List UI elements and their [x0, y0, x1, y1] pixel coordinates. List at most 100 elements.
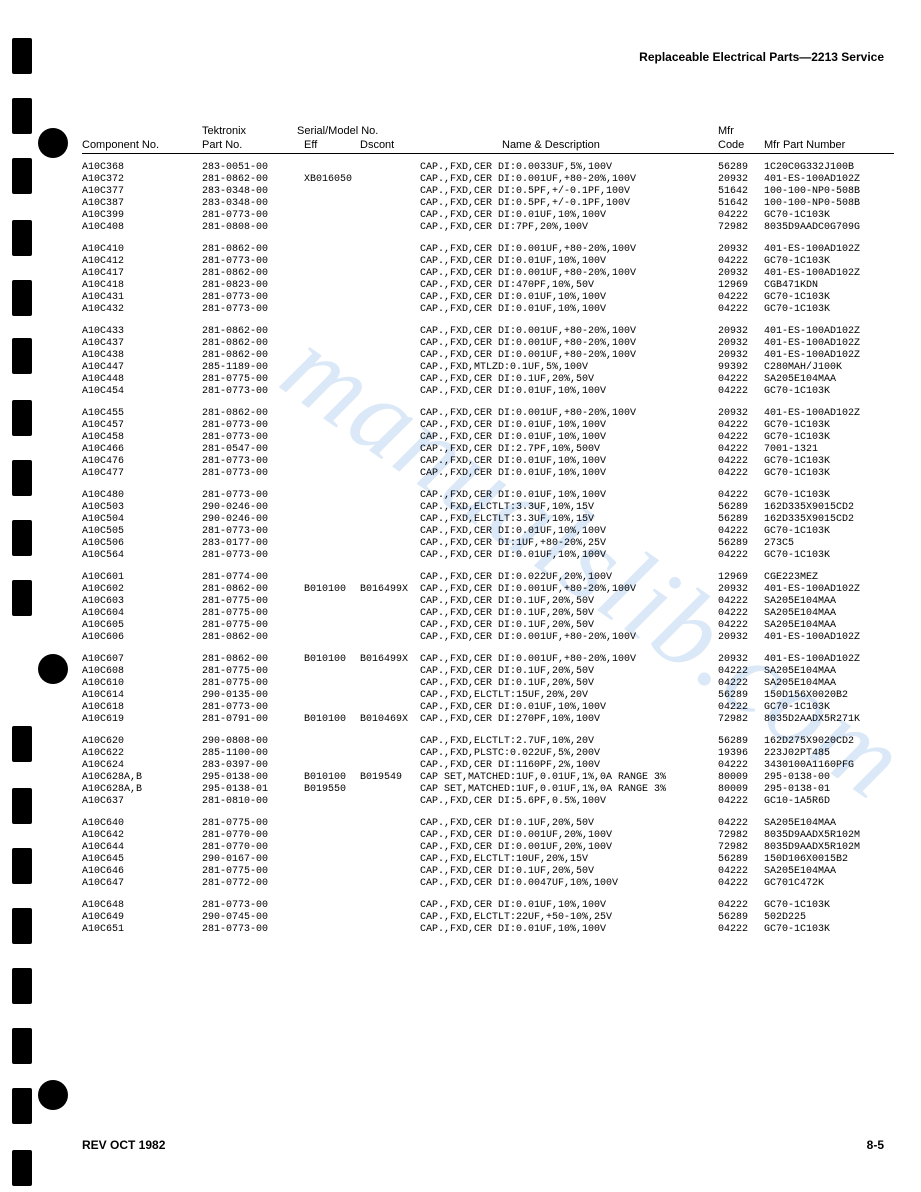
- binder-mark: [12, 400, 32, 436]
- cell-description: CAP SET,MATCHED:1UF,0.01UF,1%,0A RANGE 3…: [420, 784, 715, 796]
- cell-description: CAP.,FXD,CER DI:0.001UF,+80-20%,100V: [420, 174, 715, 186]
- cell-component: A10C399: [82, 210, 182, 222]
- cell-part-no: 281-0773-00: [202, 256, 302, 268]
- row-block: A10C455281-0862-00CAP.,FXD,CER DI:0.001U…: [82, 408, 894, 480]
- cell-mfr-code: 56289: [718, 162, 768, 174]
- row-block: A10C480281-0773-00CAP.,FXD,CER DI:0.01UF…: [82, 490, 894, 562]
- cell-mfr-part: 150D156X0020B2: [764, 690, 914, 702]
- cell-mfr-code: 04222: [718, 444, 768, 456]
- cell-mfr-part: 162D275X9020CD2: [764, 736, 914, 748]
- cell-mfr-part: 150D106X0015B2: [764, 854, 914, 866]
- table-row: A10C618281-0773-00CAP.,FXD,CER DI:0.01UF…: [82, 702, 894, 714]
- cell-mfr-part: GC701C472K: [764, 878, 914, 890]
- cell-part-no: 283-0348-00: [202, 198, 302, 210]
- cell-part-no: 281-0862-00: [202, 338, 302, 350]
- binder-mark: [12, 220, 32, 256]
- cell-component: A10C620: [82, 736, 182, 748]
- cell-mfr-code: 20932: [718, 408, 768, 420]
- cell-mfr-part: 295-0138-00: [764, 772, 914, 784]
- binder-mark: [12, 968, 32, 1004]
- table-row: A10C648281-0773-00CAP.,FXD,CER DI:0.01UF…: [82, 900, 894, 912]
- cell-component: A10C454: [82, 386, 182, 398]
- cell-component: A10C438: [82, 350, 182, 362]
- cell-description: CAP.,FXD,CER DI:0.01UF,10%,100V: [420, 702, 715, 714]
- cell-component: A10C640: [82, 818, 182, 830]
- table-row: A10C640281-0775-00CAP.,FXD,CER DI:0.1UF,…: [82, 818, 894, 830]
- cell-component: A10C431: [82, 292, 182, 304]
- cell-description: CAP.,FXD,CER DI:0.01UF,10%,100V: [420, 924, 715, 936]
- cell-mfr-part: 401-ES-100AD102Z: [764, 338, 914, 350]
- cell-part-no: 285-1100-00: [202, 748, 302, 760]
- cell-mfr-code: 56289: [718, 502, 768, 514]
- table-row: A10C412281-0773-00CAP.,FXD,CER DI:0.01UF…: [82, 256, 894, 268]
- cell-component: A10C418: [82, 280, 182, 292]
- cell-description: CAP.,FXD,CER DI:0.001UF,+80-20%,100V: [420, 654, 715, 666]
- cell-component: A10C602: [82, 584, 182, 596]
- cell-mfr-code: 72982: [718, 222, 768, 234]
- cell-mfr-code: 04222: [718, 924, 768, 936]
- cell-part-no: 281-0862-00: [202, 244, 302, 256]
- cell-component: A10C624: [82, 760, 182, 772]
- cell-mfr-part: C280MAH/J100K: [764, 362, 914, 374]
- cell-description: CAP.,FXD,CER DI:0.001UF,20%,100V: [420, 842, 715, 854]
- cell-part-no: 281-0773-00: [202, 468, 302, 480]
- binder-hole: [38, 128, 68, 158]
- cell-mfr-code: 20932: [718, 268, 768, 280]
- table-row: A10C646281-0775-00CAP.,FXD,CER DI:0.1UF,…: [82, 866, 894, 878]
- table-row: A10C637281-0810-00CAP.,FXD,CER DI:5.6PF,…: [82, 796, 894, 808]
- cell-mfr-code: 12969: [718, 572, 768, 584]
- binder-hole: [38, 1080, 68, 1110]
- cell-component: A10C648: [82, 900, 182, 912]
- cell-mfr-code: 72982: [718, 714, 768, 726]
- table-row: A10C431281-0773-00CAP.,FXD,CER DI:0.01UF…: [82, 292, 894, 304]
- cell-mfr-code: 56289: [718, 538, 768, 550]
- cell-mfr-code: 80009: [718, 784, 768, 796]
- cell-part-no: 290-0246-00: [202, 502, 302, 514]
- cell-mfr-code: 04222: [718, 866, 768, 878]
- cell-mfr-code: 04222: [718, 210, 768, 222]
- table-row: A10C438281-0862-00CAP.,FXD,CER DI:0.001U…: [82, 350, 894, 362]
- binder-hole: [38, 654, 68, 684]
- cell-mfr-part: 401-ES-100AD102Z: [764, 326, 914, 338]
- cell-mfr-code: 20932: [718, 584, 768, 596]
- table-row: A10C408281-0808-00CAP.,FXD,CER DI:7PF,20…: [82, 222, 894, 234]
- binder-mark: [12, 460, 32, 496]
- cell-mfr-part: GC70-1C103K: [764, 456, 914, 468]
- cell-component: A10C377: [82, 186, 182, 198]
- table-row: A10C476281-0773-00CAP.,FXD,CER DI:0.01UF…: [82, 456, 894, 468]
- cell-part-no: 281-0775-00: [202, 666, 302, 678]
- cell-description: CAP.,FXD,CER DI:0.1UF,20%,50V: [420, 608, 715, 620]
- cell-component: A10C622: [82, 748, 182, 760]
- row-block: A10C410281-0862-00CAP.,FXD,CER DI:0.001U…: [82, 244, 894, 316]
- table-row: A10C628A,B295-0138-01B019550CAP SET,MATC…: [82, 784, 894, 796]
- cell-component: A10C644: [82, 842, 182, 854]
- cell-part-no: 290-0135-00: [202, 690, 302, 702]
- cell-mfr-part: 401-ES-100AD102Z: [764, 584, 914, 596]
- cell-description: CAP.,FXD,CER DI:5.6PF,0.5%,100V: [420, 796, 715, 808]
- cell-mfr-part: 401-ES-100AD102Z: [764, 408, 914, 420]
- cell-mfr-part: 401-ES-100AD102Z: [764, 244, 914, 256]
- table-row: A10C417281-0862-00CAP.,FXD,CER DI:0.001U…: [82, 268, 894, 280]
- binder-mark: [12, 338, 32, 374]
- cell-mfr-part: GC10-1A5R6D: [764, 796, 914, 808]
- cell-description: CAP.,FXD,CER DI:0.01UF,10%,100V: [420, 256, 715, 268]
- cell-description: CAP.,FXD,ELCTLT:2.7UF,10%,20V: [420, 736, 715, 748]
- cell-mfr-code: 04222: [718, 620, 768, 632]
- cell-mfr-code: 51642: [718, 198, 768, 210]
- col-mfr-part: Mfr Part Number: [764, 139, 845, 151]
- cell-mfr-part: GC70-1C103K: [764, 900, 914, 912]
- cell-mfr-code: 20932: [718, 654, 768, 666]
- cell-part-no: 281-0774-00: [202, 572, 302, 584]
- table-row: A10C477281-0773-00CAP.,FXD,CER DI:0.01UF…: [82, 468, 894, 480]
- cell-description: CAP.,FXD,CER DI:0.01UF,10%,100V: [420, 468, 715, 480]
- cell-mfr-part: SA205E104MAA: [764, 866, 914, 878]
- cell-mfr-code: 12969: [718, 280, 768, 292]
- cell-mfr-part: GC70-1C103K: [764, 210, 914, 222]
- cell-component: A10C647: [82, 878, 182, 890]
- cell-description: CAP.,FXD,CER DI:0.1UF,20%,50V: [420, 666, 715, 678]
- cell-mfr-part: GC70-1C103K: [764, 256, 914, 268]
- cell-mfr-part: 3430100A1160PFG: [764, 760, 914, 772]
- table-row: A10C399281-0773-00CAP.,FXD,CER DI:0.01UF…: [82, 210, 894, 222]
- table-row: A10C372281-0862-00XB016050CAP.,FXD,CER D…: [82, 174, 894, 186]
- cell-mfr-part: SA205E104MAA: [764, 678, 914, 690]
